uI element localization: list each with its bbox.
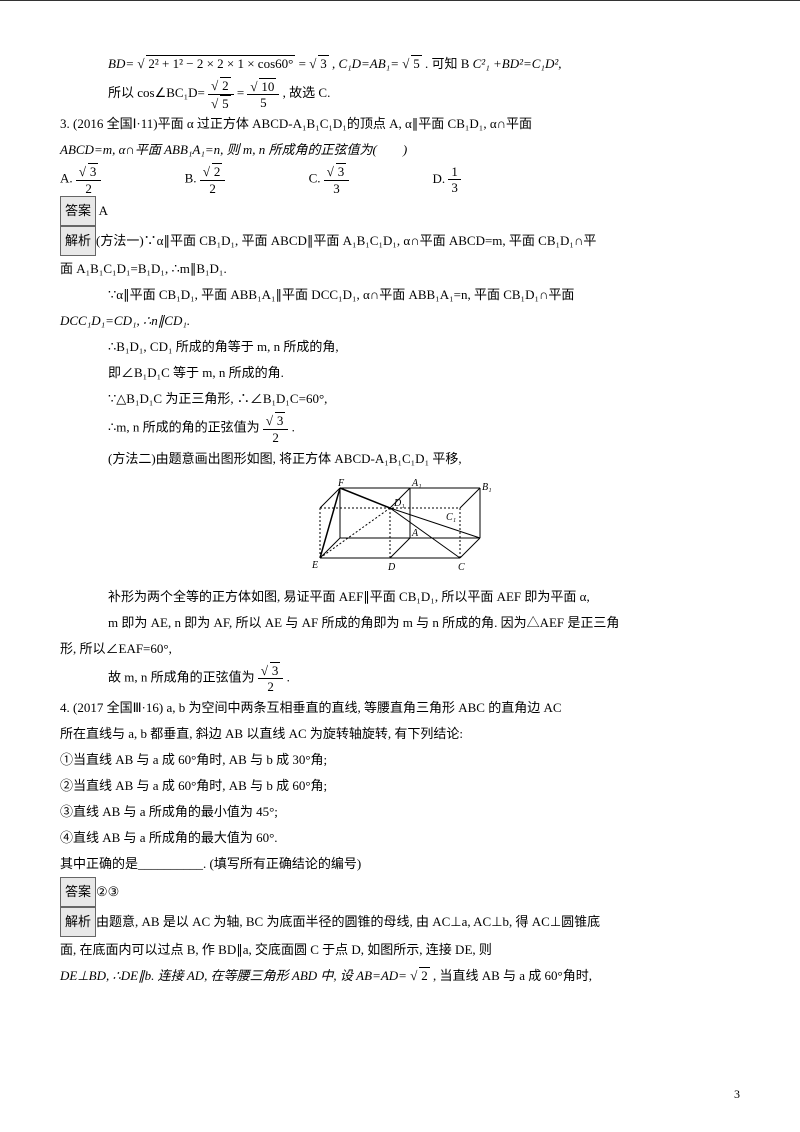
q4-stem: 所在直线与 a, b 都垂直, 斜边 AB 以直线 AC 为旋转轴旋转, 有下列… [60, 721, 740, 747]
num: 3 [336, 163, 347, 180]
eq-text: +BD²=C₁D², [493, 56, 562, 71]
num: 1 [448, 164, 461, 181]
m2: (方法二)由题意画出图形如图, 将正方体 ABCD-A₁B₁C₁D₁ 平移, [60, 446, 740, 472]
m1: 面 A₁B₁C₁D₁=B₁D₁, ∴m∥B₁D₁. [60, 256, 740, 282]
sqrt5: 5 [411, 55, 422, 72]
q4-exp: 由题意, AB 是以 AC 为轴, BC 为底面半径的圆锥的母线, 由 AC⊥a… [96, 914, 600, 929]
answer-value: ②③ [96, 884, 119, 899]
fig-label: B₁ [482, 482, 492, 493]
eq-text: C²₁ [473, 56, 490, 71]
q3-stem: ABCD=m, α∩平面 ABB₁A₁=n, 则 m, n 所成角的正弦值为( … [60, 137, 740, 163]
m1: ∴B₁D₁, CD₁ 所成的角等于 m, n 所成的角, [60, 334, 740, 360]
fig-label: A [411, 528, 419, 539]
num: 10 [259, 78, 276, 95]
q4-exp: DE⊥BD, ∴DE∥b. 连接 AD, 在等腰三角形 ABD 中, 设 AB=… [60, 968, 407, 983]
den: 2 [263, 430, 289, 446]
den: 2 [258, 679, 284, 695]
sqrt3: 3 [318, 55, 329, 72]
den: 2 [200, 181, 226, 197]
den: 3 [324, 181, 350, 197]
opt-a: A. [60, 171, 73, 186]
q3-stem: 3. (2016 全国Ⅰ·11)平面 α 过正方体 ABCD-A₁B₁C₁D₁的… [60, 111, 740, 137]
sqrt-expr: 2² + 1² − 2 × 2 × 1 × cos60° [146, 55, 295, 72]
answer-label: 答案 [60, 877, 96, 907]
q4-ask: 其中正确的是__________. (填写所有正确结论的编号) [60, 851, 740, 877]
fig-label: D [387, 562, 396, 573]
num: 3 [88, 163, 99, 180]
den: 3 [448, 180, 461, 196]
explain-label: 解析 [60, 226, 96, 256]
q4-s3: ③直线 AB 与 a 所成角的最小值为 45°; [60, 799, 740, 825]
m1: ∵α∥平面 CB₁D₁, 平面 ABB₁A₁∥平面 DCC₁D₁, α∩平面 A… [60, 282, 740, 308]
m1: ∵△B₁D₁C 为正三角形, ∴∠B₁D₁C=60°, [60, 386, 740, 412]
num: 3 [270, 662, 281, 679]
q4-s4: ④直线 AB 与 a 所成角的最大值为 60°. [60, 825, 740, 851]
eq-text: , C₁D=AB₁= [332, 56, 399, 71]
fig-label: C [458, 562, 465, 573]
explain-label: 解析 [60, 907, 96, 937]
m1: . [292, 420, 295, 435]
den: 5 [220, 95, 231, 112]
eq-text: = [237, 85, 248, 100]
m2: . [287, 669, 290, 684]
fig-label: C₁ [446, 512, 456, 523]
fig-label: A₁ [411, 478, 422, 489]
page-number: 3 [734, 1087, 740, 1102]
m2: 故 m, n 所成角的正弦值为 [108, 669, 255, 684]
eq-text: 所以 cos∠BC₁D= [108, 85, 205, 100]
m1: (方法一)∵α∥平面 CB₁D₁, 平面 ABCD∥平面 A₁B₁C₁D₁, α… [96, 233, 596, 248]
q4-stem: 4. (2017 全国Ⅲ·16) a, b 为空间中两条互相垂直的直线, 等腰直… [60, 695, 740, 721]
eq-text: . 可知 B [425, 56, 469, 71]
den: 5 [247, 95, 279, 111]
cube-figure: F A₁ B₁ D₁ C₁ A E D C [60, 478, 740, 578]
num: 3 [275, 412, 286, 429]
fig-label: E [311, 560, 318, 571]
eq-text: = [299, 56, 310, 71]
eq-text: BD= [108, 56, 134, 71]
q4-exp: 面, 在底面内可以过点 B, 作 BD∥a, 交底面圆 C 于点 D, 如图所示… [60, 937, 740, 963]
den: 2 [76, 181, 102, 197]
fig-label: F [337, 478, 345, 489]
num: 2 [212, 163, 223, 180]
m2: m 即为 AE, n 即为 AF, 所以 AE 与 AF 所成的角即为 m 与 … [60, 610, 740, 636]
m2: 形, 所以∠EAF=60°, [60, 636, 740, 662]
answer-label: 答案 [60, 196, 96, 226]
sqrt2: 2 [419, 967, 430, 984]
q4-exp: , 当直线 AB 与 a 成 60°角时, [433, 968, 592, 983]
m1: ∴m, n 所成的角的正弦值为 [108, 420, 260, 435]
m1: DCC₁D₁=CD₁, ∴n∥CD₁. [60, 308, 740, 334]
answer-value: A [99, 203, 108, 218]
fig-label: D₁ [393, 498, 405, 509]
m1: 即∠B₁D₁C 等于 m, n 所成的角. [60, 360, 740, 386]
m2: 补形为两个全等的正方体如图, 易证平面 AEF∥平面 CB₁D₁, 所以平面 A… [60, 584, 740, 610]
q4-s1: ①当直线 AB 与 a 成 60°角时, AB 与 b 成 30°角; [60, 747, 740, 773]
num: 2 [220, 77, 231, 94]
q4-s2: ②当直线 AB 与 a 成 60°角时, AB 与 b 成 60°角; [60, 773, 740, 799]
eq-text: , 故选 C. [283, 85, 331, 100]
opt-b: B. [185, 171, 197, 186]
opt-d: D. [432, 171, 445, 186]
opt-c: C. [309, 171, 321, 186]
